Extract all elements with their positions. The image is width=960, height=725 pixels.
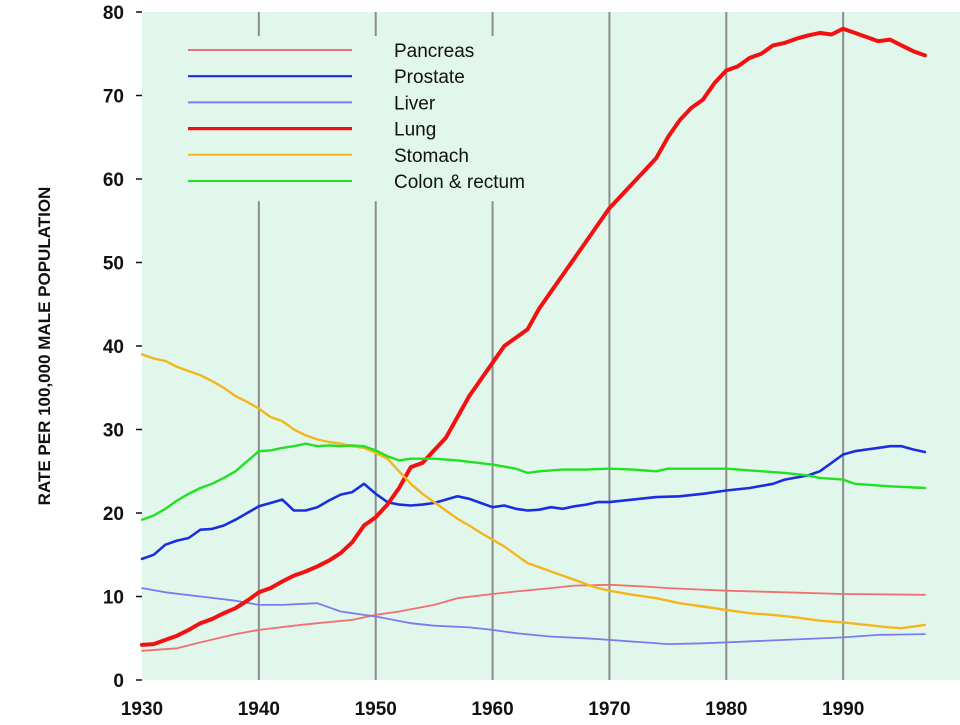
- x-tick-label: 1970: [588, 699, 630, 720]
- x-tick-label: 1940: [238, 699, 280, 720]
- legend-label-lung: Lung: [394, 120, 436, 141]
- series-line-lung: [140, 26, 927, 647]
- y-tick-label: 30: [103, 421, 124, 442]
- y-tick-label: 40: [103, 337, 124, 358]
- legend-label-liver: Liver: [394, 93, 436, 114]
- y-tick-label: 80: [103, 3, 124, 24]
- legend-label-stomach: Stomach: [394, 146, 469, 167]
- x-axis-ticks: 1930 1940 1950 1960 1970 1980 1990: [121, 699, 864, 720]
- y-tick-label: 0: [113, 671, 124, 692]
- y-tick-label: 20: [103, 504, 124, 525]
- x-tick-label: 1980: [705, 699, 747, 720]
- legend: Pancreas Prostate Liver Lung Stomach Colon & …: [188, 41, 525, 193]
- y-tick-label: 50: [103, 254, 124, 275]
- y-axis-label: RATE PER 100,000 MALE POPULATION: [35, 187, 54, 506]
- series-lines: [140, 26, 927, 652]
- legend-label-prostate: Prostate: [394, 67, 465, 88]
- y-tick-label: 10: [103, 588, 124, 609]
- legend-label-pancreas: Pancreas: [394, 41, 474, 62]
- x-tick-label: 1960: [471, 699, 513, 720]
- y-tick-label: 70: [103, 87, 124, 108]
- y-tick-label: 60: [103, 170, 124, 191]
- x-tick-label: 1930: [121, 699, 163, 720]
- x-tick-label: 1950: [355, 699, 397, 720]
- legend-label-colon-rectum: Colon & rectum: [394, 172, 525, 193]
- series-line-colon-rectum: [140, 442, 927, 521]
- y-axis-ticks: 0 10 20 30 40 50 60 70 80: [103, 3, 142, 692]
- legend-box: [180, 36, 595, 202]
- x-tick-label: 1990: [822, 699, 864, 720]
- series-line-pancreas: [141, 583, 926, 652]
- series-line-stomach: [140, 353, 927, 630]
- series-line-liver: [141, 587, 926, 645]
